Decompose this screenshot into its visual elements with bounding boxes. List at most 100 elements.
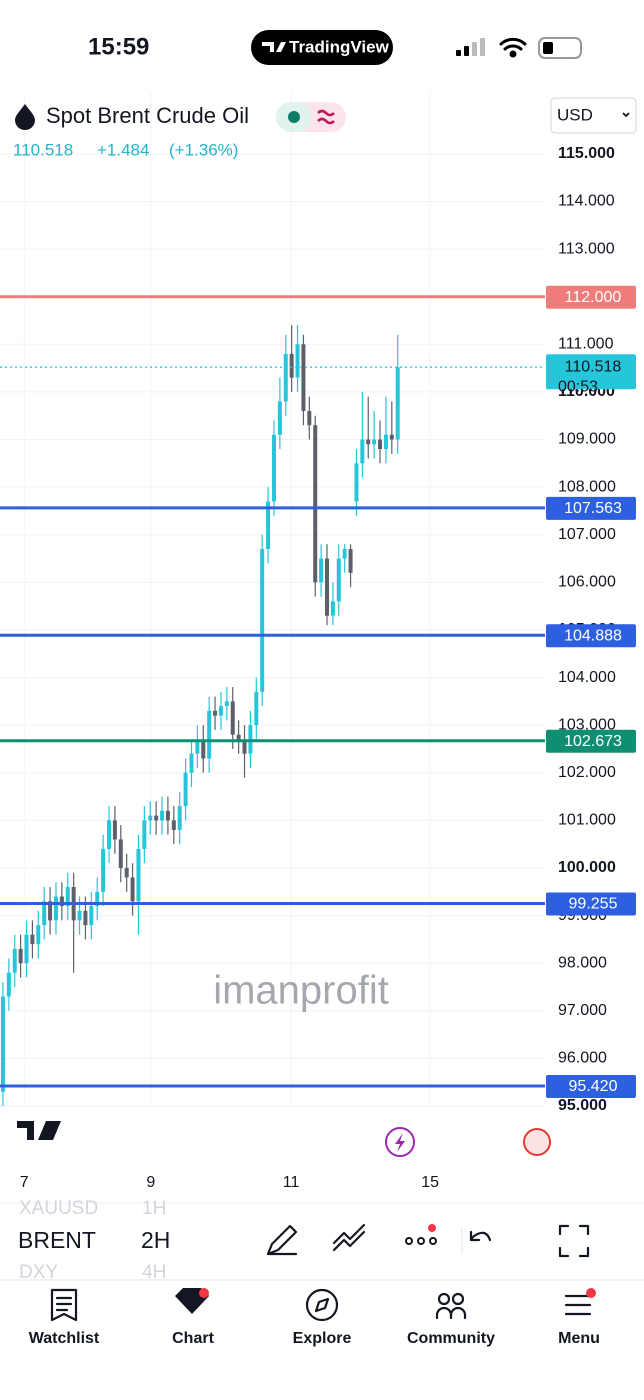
chart-layer: 7 9 11 15 imanprofit 95.000 96.000 97.000 98.000… bbox=[0, 92, 636, 1191]
candle-body bbox=[330, 601, 335, 616]
market-dot bbox=[288, 111, 300, 123]
y-tick-label: 101.000 bbox=[558, 812, 616, 829]
currency-caret bbox=[622, 112, 630, 118]
lines-tool[interactable] bbox=[332, 1223, 366, 1252]
app-name: TradingView bbox=[289, 37, 390, 56]
candle-body bbox=[301, 344, 306, 411]
candle-body bbox=[271, 434, 276, 502]
candle-body bbox=[189, 753, 194, 773]
candle-body bbox=[142, 820, 147, 849]
candle-body bbox=[148, 815, 153, 821]
symbol-prev[interactable]: XAUUSD bbox=[19, 1198, 98, 1219]
x-tick-label: 9 bbox=[146, 1174, 155, 1191]
tv-mini-logo bbox=[262, 42, 286, 52]
undo-button[interactable] bbox=[469, 1230, 492, 1242]
candle-body bbox=[378, 439, 383, 450]
flag-icon[interactable] bbox=[523, 1128, 551, 1156]
candle-body bbox=[30, 934, 35, 945]
menu-icon bbox=[564, 1294, 592, 1316]
interval-current[interactable]: 2H bbox=[141, 1227, 170, 1253]
candle-body bbox=[165, 810, 170, 821]
tab-menu[interactable]: Menu bbox=[558, 1330, 600, 1347]
candle-body bbox=[307, 410, 312, 426]
tv-logo bbox=[17, 1121, 61, 1140]
more-tools[interactable] bbox=[405, 1224, 437, 1245]
candle-body bbox=[289, 353, 294, 378]
candle-body bbox=[124, 867, 129, 878]
tab-explore[interactable]: Explore bbox=[293, 1330, 352, 1347]
x-tick-label: 15 bbox=[421, 1174, 439, 1191]
candle-body bbox=[213, 710, 218, 716]
events-icon bbox=[395, 1133, 405, 1152]
candle-body bbox=[177, 806, 182, 830]
tab-chart[interactable]: Chart bbox=[172, 1330, 214, 1347]
x-tick-label: 7 bbox=[20, 1174, 29, 1191]
candle-body bbox=[342, 549, 347, 559]
candle-body bbox=[389, 434, 394, 440]
tab-watchlist[interactable]: Watchlist bbox=[29, 1330, 100, 1347]
fullscreen-button[interactable] bbox=[558, 1224, 590, 1258]
level-label-bg bbox=[546, 892, 636, 916]
draw-tool[interactable] bbox=[266, 1224, 298, 1256]
candle-body bbox=[366, 439, 371, 445]
candle-body bbox=[236, 734, 241, 740]
candle-body bbox=[336, 558, 341, 602]
symbol-current[interactable]: BRENT bbox=[18, 1227, 96, 1253]
candle-body bbox=[295, 344, 300, 378]
symbol-next[interactable]: DXY bbox=[19, 1262, 58, 1283]
y-tick-label: 96.000 bbox=[558, 1050, 607, 1067]
candle-body bbox=[372, 439, 377, 445]
currency-label: USD bbox=[557, 105, 593, 124]
y-tick-label: 106.000 bbox=[558, 574, 616, 591]
y-tick-label: 108.000 bbox=[558, 478, 616, 495]
y-tick-label: 115.000 bbox=[558, 145, 615, 162]
wifi-icon bbox=[499, 37, 527, 58]
candle-body bbox=[112, 820, 117, 840]
candle-body bbox=[89, 906, 94, 926]
candle-body bbox=[101, 848, 106, 892]
explore-icon bbox=[305, 1288, 339, 1322]
y-tick-label: 103.000 bbox=[558, 716, 616, 733]
candle-body bbox=[171, 820, 176, 830]
level-label: 107.563 bbox=[564, 500, 622, 517]
y-tick-label: 111.000 bbox=[558, 336, 614, 353]
candle-body bbox=[313, 425, 318, 583]
quote-change: +1.484 bbox=[97, 140, 149, 159]
community-icon bbox=[435, 1306, 467, 1320]
candle-body bbox=[12, 948, 17, 973]
candle-body bbox=[218, 706, 223, 716]
candle-body bbox=[83, 910, 88, 926]
candle-body bbox=[65, 887, 70, 907]
watchlist-icon bbox=[50, 1288, 78, 1322]
y-tick-label: 114.000 bbox=[558, 193, 615, 210]
interval-prev[interactable]: 1H bbox=[142, 1198, 166, 1219]
battery-icon bbox=[538, 37, 582, 59]
last-price-label-bg bbox=[546, 354, 636, 390]
x-tick-label: 11 bbox=[283, 1174, 300, 1191]
candle-body bbox=[48, 901, 53, 921]
app-pill bbox=[251, 30, 393, 65]
y-tick-label: 109.000 bbox=[558, 431, 616, 448]
y-tick-label: 107.000 bbox=[558, 526, 616, 543]
symbol-icon bbox=[15, 104, 35, 130]
y-tick-label: 113.000 bbox=[558, 240, 615, 257]
level-label: 95.420 bbox=[569, 1078, 618, 1095]
tab-community[interactable]: Community bbox=[407, 1330, 495, 1347]
candle-body bbox=[260, 549, 265, 692]
candle-body bbox=[395, 367, 400, 440]
candle-body bbox=[160, 810, 165, 821]
candle-body bbox=[207, 710, 212, 759]
candle-body bbox=[183, 772, 188, 807]
last-price-label: 110.518 bbox=[565, 358, 622, 375]
level-label: 104.888 bbox=[564, 627, 622, 644]
y-tick-label: 95.000 bbox=[558, 1097, 607, 1114]
interval-next[interactable]: 4H bbox=[142, 1262, 166, 1283]
candle-body bbox=[201, 739, 206, 759]
candle-body bbox=[242, 739, 247, 754]
y-tick-label: 104.000 bbox=[558, 669, 616, 686]
quote-change-pct: (+1.36%) bbox=[169, 140, 238, 159]
currency-select[interactable] bbox=[550, 97, 637, 134]
candle-body bbox=[230, 701, 235, 735]
level-label-bg bbox=[546, 624, 636, 648]
candle-body bbox=[254, 691, 259, 726]
